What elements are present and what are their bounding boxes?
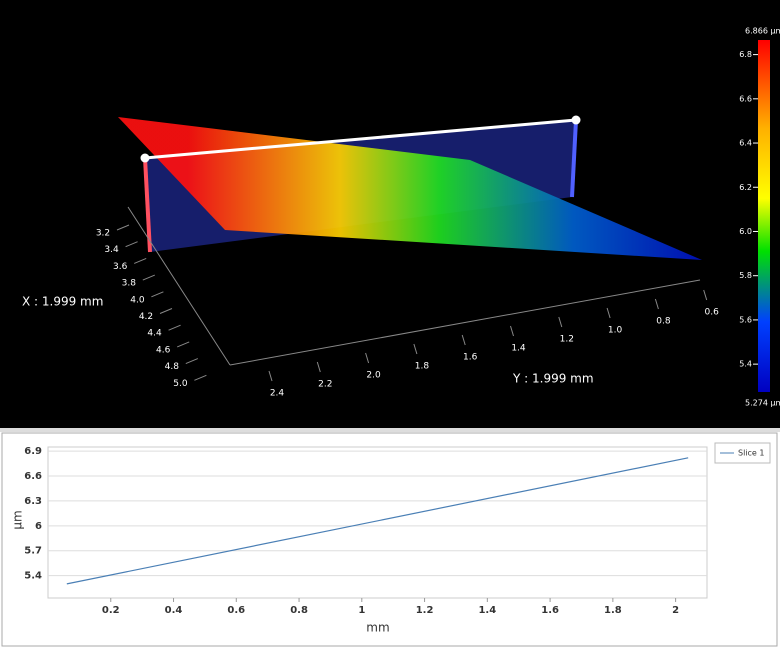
data-line: [66, 457, 689, 585]
axis-box: [127, 206, 701, 366]
plot-area: [47, 446, 708, 599]
y3d-tick-label: 1.2: [560, 335, 574, 345]
y-axis-label: Y : 1.999 mm: [512, 372, 594, 386]
x3d-tick: [194, 374, 207, 381]
x3d-tick: [177, 341, 190, 348]
y-axis-title: µm: [11, 510, 25, 529]
y3d-tick-label: 1.0: [608, 326, 623, 336]
y3d-tick-label: 1.8: [415, 362, 430, 372]
y3d-tick-label: 1.4: [511, 344, 526, 354]
legend-label: Slice 1: [738, 449, 764, 458]
x-tick-label: 0.2: [102, 605, 120, 616]
x3d-tick-label: 4.2: [139, 312, 153, 322]
x-axis-title: mm: [366, 621, 389, 635]
y3d-tick: [606, 307, 611, 319]
x-axis-label: X : 1.999 mm: [22, 295, 103, 309]
y3d-tick-label: 0.6: [705, 308, 720, 318]
y-tick-label: 6.9: [24, 446, 42, 457]
colorbar-tick-label: 5.8: [739, 271, 752, 280]
y3d-tick: [316, 361, 321, 373]
x-tick-label: 0.8: [290, 605, 308, 616]
x3d-tick: [185, 358, 198, 365]
colorbar-tick-label: 6.6: [739, 94, 752, 103]
slice-handle[interactable]: [140, 153, 150, 163]
x-tick-label: 1: [358, 605, 365, 616]
colorbar-tick-label: 6.8: [739, 50, 752, 59]
y3d-tick-label: 2.2: [318, 380, 332, 390]
x3d-tick-label: 4.8: [165, 362, 180, 372]
x3d-tick-label: 3.4: [104, 245, 119, 255]
y-tick-label: 5.4: [24, 571, 42, 582]
colorbar-tick-label: 6.0: [739, 227, 752, 236]
x3d-tick-label: 3.6: [113, 262, 128, 272]
colorbar-tick-label: 6.4: [739, 139, 752, 148]
x-tick-label: 0.4: [165, 605, 183, 616]
y3d-tick: [654, 298, 659, 310]
x3d-tick-label: 4.6: [156, 345, 171, 355]
x3d-tick-label: 3.8: [122, 279, 137, 289]
y3d-tick-label: 2.0: [366, 371, 381, 381]
x-tick-label: 2: [672, 605, 679, 616]
y3d-tick-label: 0.8: [656, 317, 671, 327]
colorbar: [758, 40, 770, 392]
y-tick-label: 6: [35, 521, 42, 532]
y3d-tick: [268, 370, 273, 382]
y-tick-label: 5.7: [24, 546, 42, 557]
x3d-tick-label: 5.0: [173, 379, 188, 389]
y3d-tick: [703, 289, 708, 301]
x3d-tick: [142, 274, 155, 281]
colorbar-tick-label: 6.2: [739, 183, 752, 192]
x3d-tick: [168, 324, 181, 331]
slice-post: [570, 119, 578, 198]
legend: [714, 442, 771, 464]
y-tick-label: 6.3: [24, 496, 42, 507]
slice-handle[interactable]: [571, 115, 581, 125]
x-tick-label: 1.4: [478, 605, 496, 616]
x-tick-label: 1.8: [604, 605, 622, 616]
x3d-tick-label: 4.4: [147, 329, 162, 339]
x3d-tick: [159, 308, 173, 314]
y-tick-label: 6.6: [24, 471, 42, 482]
splitter[interactable]: [0, 428, 780, 432]
chart-panel: [1, 432, 778, 647]
colorbar-tick-label: 5.4: [739, 360, 752, 369]
y3d-tick: [510, 325, 514, 337]
surface: [118, 117, 702, 260]
y3d-tick-label: 1.6: [463, 353, 478, 363]
slice-line[interactable]: [144, 118, 577, 160]
x3d-tick: [116, 224, 130, 231]
x3d-tick: [125, 241, 138, 248]
x-tick-label: 1.6: [541, 605, 559, 616]
y3d-tick: [558, 316, 563, 328]
x3d-tick-label: 3.2: [96, 229, 110, 239]
x3d-tick: [151, 291, 164, 298]
x3d-tick: [134, 257, 147, 264]
colorbar-tick-label: 5.6: [739, 315, 752, 324]
slice-post: [143, 157, 152, 253]
y3d-tick: [413, 343, 418, 355]
x-tick-label: 0.6: [227, 605, 245, 616]
y3d-tick: [461, 334, 466, 346]
colorbar-min: 5.274 µm: [745, 399, 780, 408]
colorbar-max: 6.866 µm: [745, 27, 780, 36]
y3d-tick: [365, 352, 370, 364]
y3d-tick-label: 2.4: [270, 389, 285, 399]
x-tick-label: 1.2: [416, 605, 434, 616]
x3d-tick-label: 4.0: [130, 295, 145, 305]
